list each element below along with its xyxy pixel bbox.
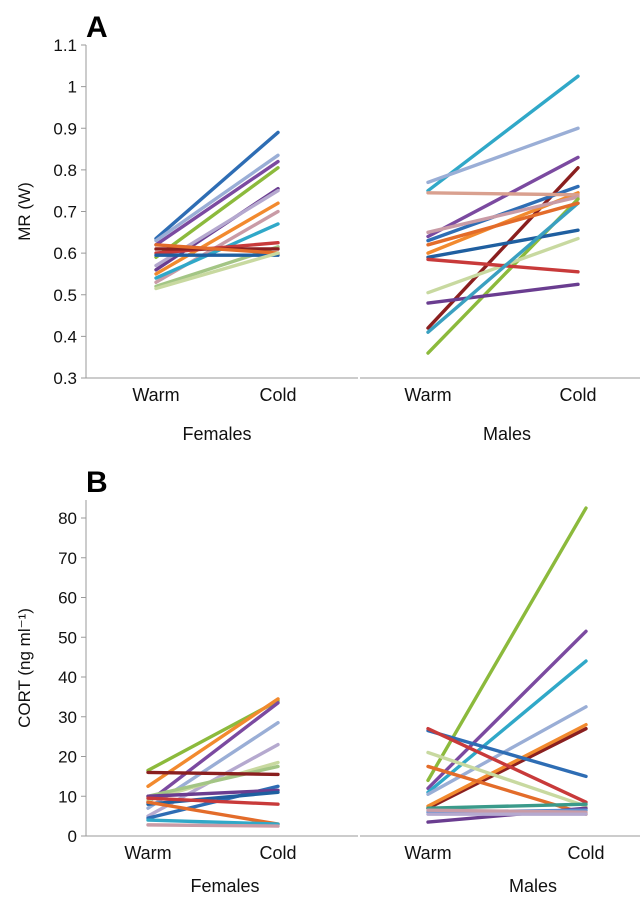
- series-line: [426, 802, 588, 810]
- series-line: [426, 201, 580, 247]
- y-tick-label: 40: [58, 668, 77, 687]
- y-axis-title: MR (W): [15, 182, 34, 241]
- series-line: [146, 790, 280, 806]
- x-category-label: Cold: [567, 843, 604, 863]
- group-females: [146, 697, 280, 828]
- y-tick-label: 0.3: [53, 369, 77, 388]
- series-line: [146, 701, 280, 804]
- series-line: [426, 126, 580, 185]
- panel-a: A 0.3 0.4 0.5 0.6 0.7 0.8 0.9 1 1.1 MR (W) Warm Cold…: [15, 11, 640, 444]
- x-category-label: Warm: [124, 843, 171, 863]
- panel-letter: A: [86, 11, 108, 44]
- y-tick-label: 0.9: [53, 119, 77, 138]
- y-tick-label: 0: [68, 827, 77, 846]
- series-line: [426, 195, 580, 235]
- y-tick-label: 0.6: [53, 244, 77, 263]
- series-line: [146, 823, 280, 828]
- series-line: [154, 201, 280, 276]
- y-tick-label: 0.5: [53, 286, 77, 305]
- series-line: [154, 166, 280, 259]
- series-line: [426, 155, 580, 239]
- y-tick-label: 20: [58, 748, 77, 767]
- series-line: [146, 770, 280, 777]
- series-line: [426, 728, 588, 779]
- series-line: [154, 251, 280, 291]
- series-line: [146, 818, 280, 826]
- series-line: [426, 726, 588, 810]
- y-tick-label: 50: [58, 628, 77, 647]
- series-line: [426, 282, 580, 305]
- series-line: [426, 808, 588, 814]
- series-line: [426, 191, 580, 197]
- series-line: [146, 796, 280, 806]
- group-label: Females: [190, 876, 259, 896]
- y-tick-label: 10: [58, 787, 77, 806]
- x-category-label: Cold: [259, 843, 296, 863]
- group-males: [426, 74, 580, 355]
- y-tick-label: 0.7: [53, 203, 77, 222]
- panel-b: B 0 10 20 30 40 50 60 70 80 CORT (ng ml⁻¹) Warm Cold…: [15, 466, 640, 896]
- series-line: [426, 228, 580, 259]
- y-tick-label: 30: [58, 708, 77, 727]
- series-line: [146, 800, 280, 826]
- group-females: [154, 130, 280, 291]
- y-tick-label: 0.8: [53, 161, 77, 180]
- x-category-label: Cold: [259, 385, 296, 405]
- y-tick-label: 80: [58, 509, 77, 528]
- group-label: Males: [483, 424, 531, 444]
- series-line: [426, 705, 588, 796]
- series-line: [426, 750, 588, 808]
- x-category-label: Warm: [404, 385, 451, 405]
- y-tick-label: 1: [68, 78, 77, 97]
- x-category-label: Cold: [559, 385, 596, 405]
- series-line: [426, 506, 588, 783]
- panel-letter: B: [86, 466, 108, 499]
- series-line: [146, 788, 280, 798]
- y-axis-title: CORT (ng ml⁻¹): [15, 608, 34, 728]
- x-category-label: Warm: [404, 843, 451, 863]
- group-males: [426, 506, 588, 824]
- series-line: [154, 245, 280, 289]
- series-line: [146, 764, 280, 798]
- series-line: [154, 222, 280, 280]
- y-tick-label: 0.4: [53, 327, 77, 346]
- y-tick-label: 70: [58, 549, 77, 568]
- series-line: [426, 659, 588, 794]
- group-label: Females: [182, 424, 251, 444]
- series-line: [154, 159, 280, 247]
- x-category-label: Warm: [132, 385, 179, 405]
- y-tick-label: 1.1: [53, 36, 77, 55]
- series-line: [154, 130, 280, 241]
- series-line: [426, 201, 580, 334]
- y-tick-label: 60: [58, 589, 77, 608]
- series-line: [154, 188, 280, 268]
- series-line: [154, 153, 280, 243]
- series-line: [154, 243, 280, 255]
- series-line: [426, 726, 588, 804]
- group-label: Males: [509, 876, 557, 896]
